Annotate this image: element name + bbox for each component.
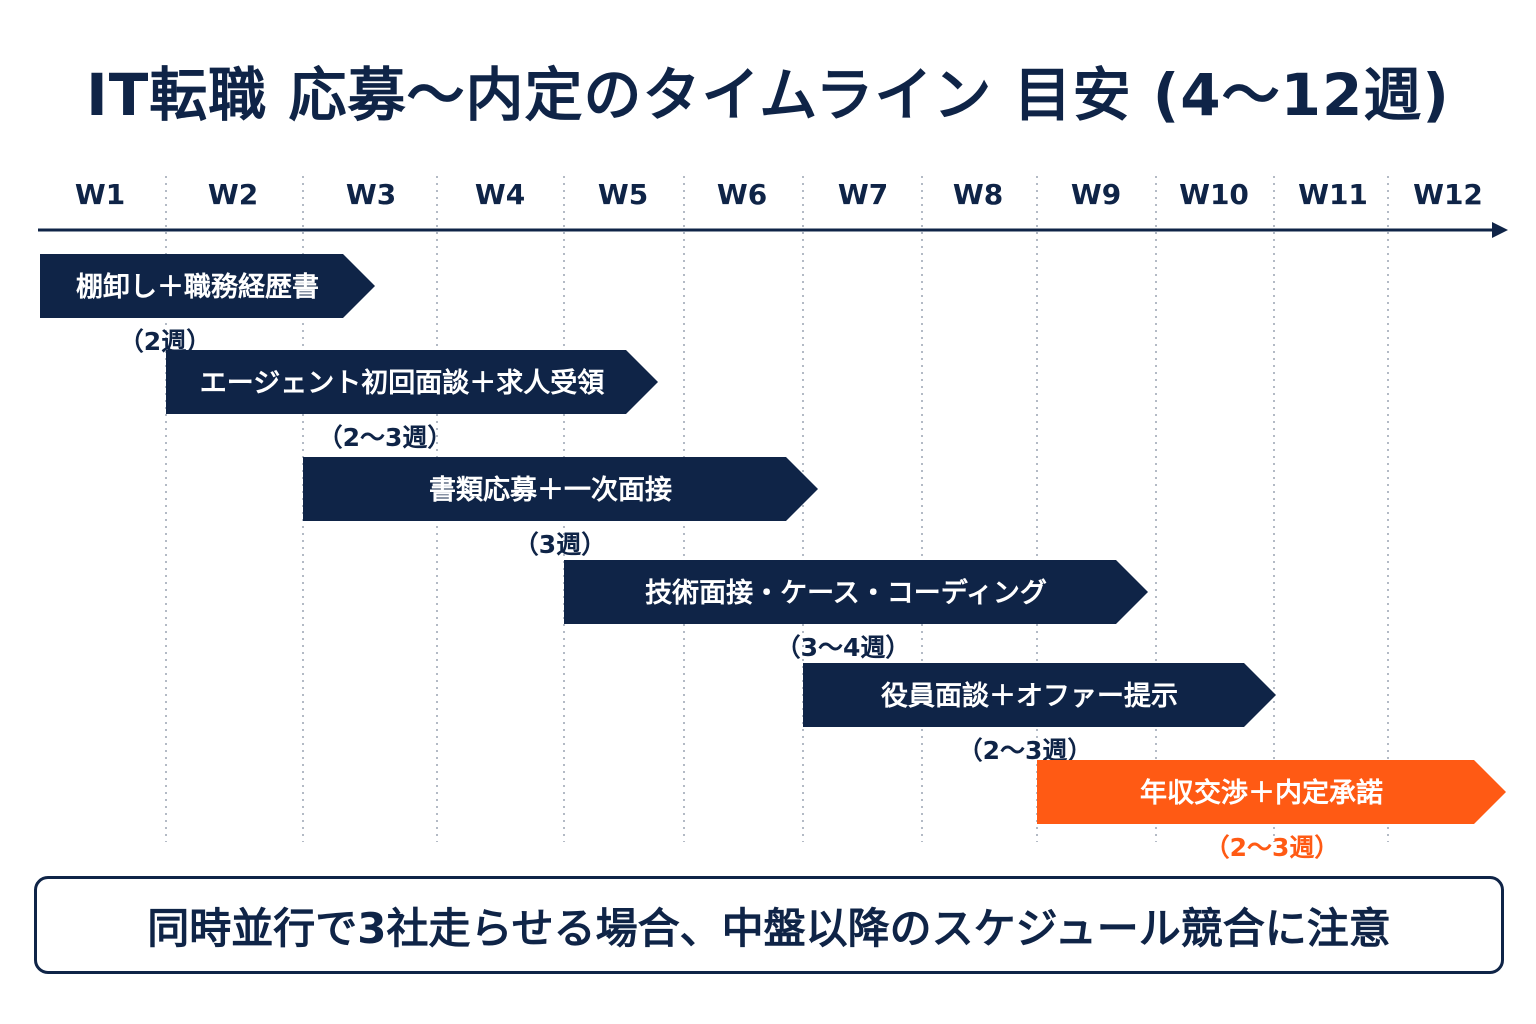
week-label: W11 (1298, 178, 1368, 211)
phase-duration: （3〜4週） (776, 633, 911, 662)
phase-bar (40, 254, 375, 318)
time-axis (38, 222, 1508, 238)
week-label: W9 (1071, 178, 1121, 211)
phase-label: 年収交渉＋内定承諾 (1140, 777, 1383, 809)
phase-bar-group: 年収交渉＋内定承諾 （2〜3週） (1037, 760, 1506, 862)
phase-duration: （3週） (514, 530, 606, 559)
week-label: W8 (953, 178, 1003, 211)
phase-bar (564, 560, 1148, 624)
phase-bar-group: 役員面談＋オファー提示（2〜3週） (803, 663, 1276, 765)
week-label: W7 (838, 178, 888, 211)
week-label: W6 (717, 178, 767, 211)
phase-bar-group: 技術面接・ケース・コーディング （3〜4週） (564, 560, 1148, 662)
phase-bar (803, 663, 1276, 727)
week-label: W3 (346, 178, 396, 211)
phase-duration: （2〜3週） (318, 423, 453, 452)
phase-bar-group: 棚卸し＋職務経歴書（2週） (40, 254, 375, 356)
note-text: 同時並行で3社走らせる場合、中盤以降のスケジュール競合に注意 (147, 903, 1391, 953)
phase-label: 書類応募＋一次面接 (429, 474, 672, 506)
week-label: W1 (75, 178, 125, 211)
phase-bar (166, 350, 658, 414)
phase-label: 役員面談＋オファー提示 (881, 680, 1178, 712)
week-label: W5 (598, 178, 648, 211)
time-axis-arrowhead (1492, 222, 1508, 238)
phase-label: エージェント初回面談＋求人受領 (200, 367, 604, 399)
phase-duration: （2〜3週） (1205, 833, 1340, 862)
phase-label: 技術面接・ケース・コーディング (645, 577, 1047, 609)
week-label: W12 (1413, 178, 1483, 211)
phase-bars: 棚卸し＋職務経歴書（2週） エージェント初回面談＋求人受領 （2〜3週） 書類応募＋一… (40, 254, 1506, 862)
week-label: W10 (1179, 178, 1249, 211)
week-labels: W1 W2 W3 W4 W5 W6 W7 W8 W9 W10 W11 W12 (75, 178, 1483, 211)
note-box: 同時並行で3社走らせる場合、中盤以降のスケジュール競合に注意 (34, 876, 1504, 974)
phase-bar-group: エージェント初回面談＋求人受領 （2〜3週） (166, 350, 658, 452)
week-label: W4 (475, 178, 525, 211)
phase-label: 棚卸し＋職務経歴書 (76, 271, 319, 303)
page-title: IT転職 応募〜内定のタイムライン 目安 (4〜12週) (86, 61, 1450, 129)
phase-bar-group: 書類応募＋一次面接 （3週） (303, 457, 818, 559)
week-gridlines (165, 176, 1389, 842)
week-label: W2 (208, 178, 258, 211)
timeline-chart: W1 W2 W3 W4 W5 W6 W7 W8 W9 W10 W11 W12 棚卸し＋職務経歴書（2週… (38, 176, 1508, 862)
phase-bar (1037, 760, 1506, 824)
phase-bar (303, 457, 818, 521)
